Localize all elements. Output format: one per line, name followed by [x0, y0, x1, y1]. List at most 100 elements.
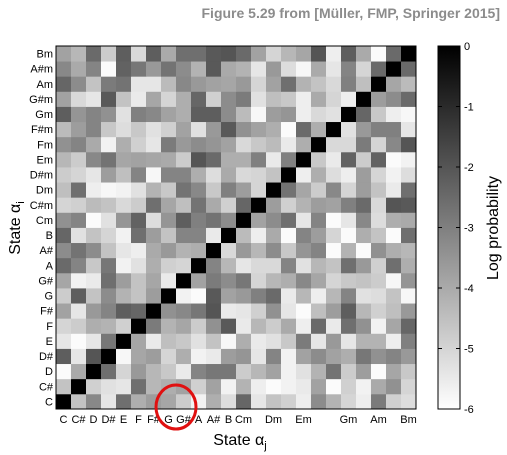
heatmap-cell [266, 349, 281, 365]
heatmap-cell [56, 333, 71, 349]
y-tick-label: C [45, 396, 53, 408]
heatmap-cell [191, 318, 206, 334]
heatmap-cell [176, 273, 191, 289]
heatmap-cell [86, 364, 101, 380]
heatmap-cell [236, 212, 251, 228]
heatmap-cell [401, 273, 416, 289]
heatmap-cell [371, 273, 386, 289]
heatmap-cell [236, 152, 251, 168]
heatmap-cell [386, 76, 401, 92]
heatmap-cell [86, 212, 101, 228]
heatmap-cell [56, 122, 71, 138]
heatmap-cell [86, 91, 101, 107]
heatmap-cell [221, 46, 236, 62]
heatmap-cell [101, 349, 116, 365]
heatmap-cell [281, 167, 296, 183]
heatmap-cell [146, 303, 161, 319]
heatmap-cell [176, 243, 191, 259]
heatmap-cell [71, 228, 86, 244]
heatmap-cell [266, 288, 281, 304]
heatmap-cell [176, 61, 191, 77]
heatmap-cell [236, 228, 251, 244]
heatmap-cell [131, 91, 146, 107]
heatmap-cell [296, 333, 311, 349]
heatmap-cell [131, 197, 146, 213]
heatmap-cell [176, 258, 191, 274]
heatmap-cell [296, 91, 311, 107]
heatmap-cell [281, 364, 296, 380]
heatmap-cell [56, 303, 71, 319]
heatmap-cell [86, 228, 101, 244]
heatmap-cell [71, 46, 86, 62]
heatmap-cell [86, 167, 101, 183]
heatmap-cell [341, 107, 356, 123]
heatmap-cell [176, 197, 191, 213]
heatmap-cell [251, 197, 266, 213]
heatmap-cell [116, 122, 131, 138]
heatmap-cell [266, 318, 281, 334]
heatmap-cell [191, 212, 206, 228]
heatmap-cell [86, 258, 101, 274]
heatmap-cell [86, 349, 101, 365]
heatmap-cell [101, 273, 116, 289]
heatmap-cell [146, 212, 161, 228]
heatmap-cell [296, 349, 311, 365]
heatmap-cell [191, 303, 206, 319]
heatmap-cell [161, 167, 176, 183]
y-tick-label: Bm [37, 49, 54, 61]
heatmap-cell [326, 303, 341, 319]
heatmap-cell [326, 228, 341, 244]
heatmap-cell [71, 258, 86, 274]
heatmap-cell [251, 364, 266, 380]
heatmap-cell [161, 364, 176, 380]
heatmap-cell [161, 303, 176, 319]
heatmap-cell [326, 394, 341, 410]
heatmap-cell [251, 107, 266, 123]
heatmap-cell [86, 182, 101, 198]
heatmap-cell [341, 167, 356, 183]
y-tick-label: F# [40, 306, 54, 318]
heatmap-cell [386, 333, 401, 349]
heatmap-cell [311, 61, 326, 77]
y-tick-label: B [46, 230, 53, 242]
heatmap-cell [161, 258, 176, 274]
heatmap-cell [251, 212, 266, 228]
heatmap-cell [191, 364, 206, 380]
heatmap-cell [161, 333, 176, 349]
x-tick-label: Gm [340, 414, 358, 426]
heatmap-cell [311, 243, 326, 259]
heatmap-cell [326, 137, 341, 153]
heatmap-cell [146, 288, 161, 304]
heatmap-cell [206, 122, 221, 138]
heatmap-cell [116, 349, 131, 365]
y-tick-label: G [44, 291, 53, 303]
heatmap-cell [236, 76, 251, 92]
heatmap-cell [251, 137, 266, 153]
heatmap-cell [116, 61, 131, 77]
x-tick-label: F [135, 414, 142, 426]
heatmap-cell [251, 394, 266, 410]
heatmap-cell [86, 76, 101, 92]
heatmap-cell [56, 273, 71, 289]
heatmap-cell [311, 91, 326, 107]
heatmap-cell [176, 364, 191, 380]
heatmap-cell [341, 273, 356, 289]
heatmap-cell [356, 182, 371, 198]
heatmap-cell [131, 349, 146, 365]
heatmap-cell [401, 288, 416, 304]
heatmap-cell [206, 318, 221, 334]
heatmap-cell [71, 273, 86, 289]
heatmap-cell [191, 243, 206, 259]
heatmap-cell [386, 379, 401, 395]
heatmap-cell [86, 46, 101, 62]
heatmap-cell [311, 122, 326, 138]
heatmap-cell [326, 258, 341, 274]
heatmap-cell [191, 107, 206, 123]
x-tick-labels: C C# D D# E F F# G G# A A# B Cm Dm Em Gm Am Bm [60, 414, 417, 426]
heatmap-cell [311, 273, 326, 289]
heatmap-cell [266, 243, 281, 259]
heatmap-cell [266, 167, 281, 183]
heatmap-cell [311, 197, 326, 213]
heatmap-cell [236, 91, 251, 107]
heatmap-cell [161, 228, 176, 244]
